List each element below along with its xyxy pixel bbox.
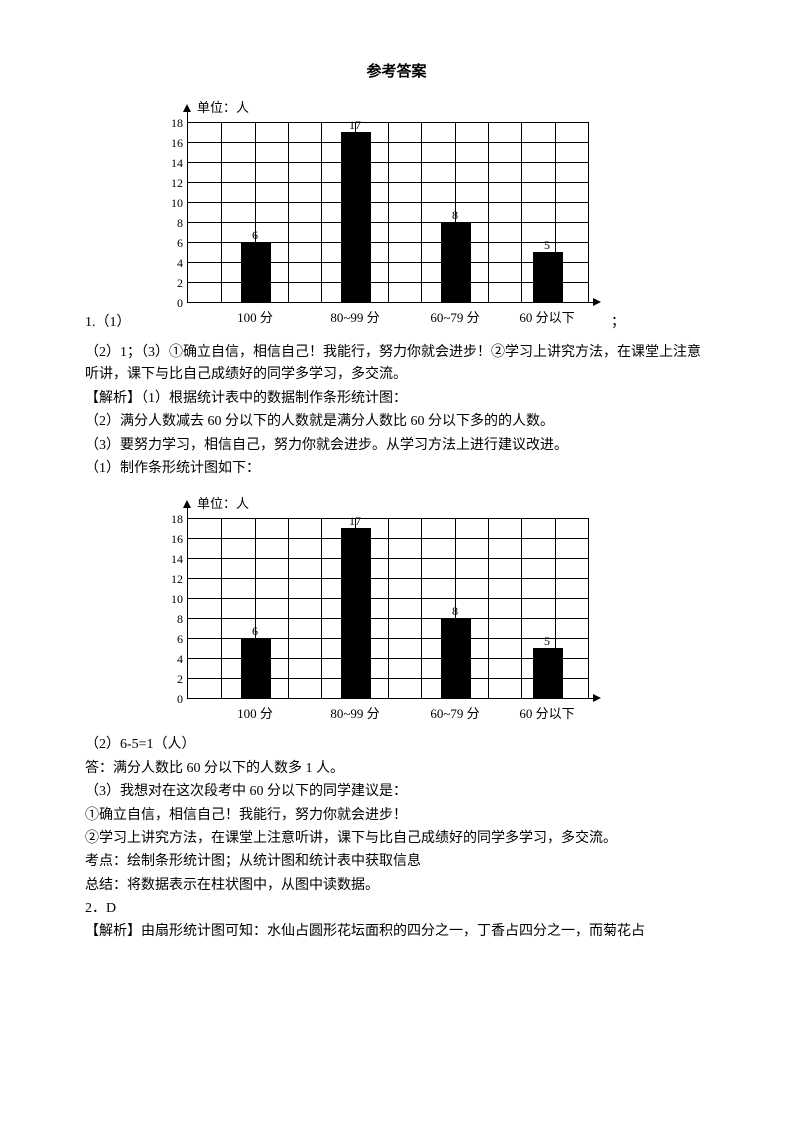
xtick-label: 80~99 分 <box>315 308 395 329</box>
ytick-label: 12 <box>159 570 183 589</box>
ytick-label: 18 <box>159 114 183 133</box>
ytick-label: 8 <box>159 214 183 233</box>
bar <box>241 638 271 698</box>
xtick-label: 80~99 分 <box>315 704 395 725</box>
page-title: 参考答案 <box>85 60 708 84</box>
answer-line: 【解析】（1）根据统计表中的数据制作条形统计图： <box>85 388 708 410</box>
ytick-label: 6 <box>159 630 183 649</box>
bar-value-label: 5 <box>535 236 559 255</box>
ytick-label: 16 <box>159 134 183 153</box>
answer-line: 考点：绘制条形统计图；从统计图和统计表中获取信息 <box>85 851 708 873</box>
answer-line: 2．D <box>85 898 708 920</box>
bar-chart-1: 单位：人0246810121416186100 分1780~99 分860~79… <box>155 94 607 330</box>
xtick-label: 60 分以下 <box>507 704 587 725</box>
ytick-label: 14 <box>159 550 183 569</box>
bar-value-label: 8 <box>443 602 467 621</box>
bar-value-label: 17 <box>343 116 367 135</box>
bar <box>533 648 563 698</box>
answer-line: （2）满分人数减去 60 分以下的人数就是满分人数比 60 分以下多的的人数。 <box>85 411 708 433</box>
answer-line: （2）1；（3）①确立自信，相信自己！我能行，努力你就会进步！②学习上讲究方法，… <box>85 342 708 387</box>
bar <box>341 132 371 302</box>
answer-line: ②学习上讲究方法，在课堂上注意听讲，课下与比自己成绩好的同学多学习，多交流。 <box>85 828 708 850</box>
bar-value-label: 17 <box>343 512 367 531</box>
ytick-label: 10 <box>159 590 183 609</box>
bar <box>441 618 471 698</box>
answer-line: 答：满分人数比 60 分以下的人数多 1 人。 <box>85 758 708 780</box>
answer-line: （1）制作条形统计图如下： <box>85 458 708 480</box>
ytick-label: 4 <box>159 254 183 273</box>
ytick-label: 4 <box>159 650 183 669</box>
ytick-label: 12 <box>159 174 183 193</box>
xtick-label: 60 分以下 <box>507 308 587 329</box>
bar-chart-2: 单位：人0246810121416186100 分1780~99 分860~79… <box>155 490 607 726</box>
ytick-label: 10 <box>159 194 183 213</box>
ytick-label: 0 <box>159 294 183 313</box>
q1-tail: ； <box>611 312 625 334</box>
bar <box>533 252 563 302</box>
bar <box>441 222 471 302</box>
bar-value-label: 8 <box>443 206 467 225</box>
answer-line: （3）要努力学习，相信自己，努力你就会进步。从学习方法上进行建议改进。 <box>85 435 708 457</box>
ytick-label: 14 <box>159 154 183 173</box>
ytick-label: 8 <box>159 610 183 629</box>
ytick-label: 2 <box>159 670 183 689</box>
ytick-label: 16 <box>159 530 183 549</box>
bar <box>241 242 271 302</box>
bar-value-label: 6 <box>243 622 267 641</box>
q1-lead: 1.（1） <box>85 312 145 334</box>
axis-unit-label: 单位：人 <box>197 494 249 515</box>
answer-line: （2）6-5=1（人） <box>85 734 708 756</box>
answer-line: 总结：将数据表示在柱状图中，从图中读数据。 <box>85 875 708 897</box>
bar-value-label: 5 <box>535 632 559 651</box>
answer-line: ①确立自信，相信自己！我能行，努力你就会进步！ <box>85 805 708 827</box>
xtick-label: 100 分 <box>215 704 295 725</box>
ytick-label: 6 <box>159 234 183 253</box>
xtick-label: 100 分 <box>215 308 295 329</box>
ytick-label: 2 <box>159 274 183 293</box>
xtick-label: 60~79 分 <box>415 308 495 329</box>
bar-value-label: 6 <box>243 226 267 245</box>
xtick-label: 60~79 分 <box>415 704 495 725</box>
answer-line: （3）我想对在这次段考中 60 分以下的同学建议是： <box>85 781 708 803</box>
ytick-label: 18 <box>159 510 183 529</box>
axis-unit-label: 单位：人 <box>197 98 249 119</box>
ytick-label: 0 <box>159 690 183 709</box>
answer-line: 【解析】由扇形统计图可知：水仙占圆形花坛面积的四分之一，丁香占四分之一，而菊花占 <box>85 921 708 943</box>
bar <box>341 528 371 698</box>
